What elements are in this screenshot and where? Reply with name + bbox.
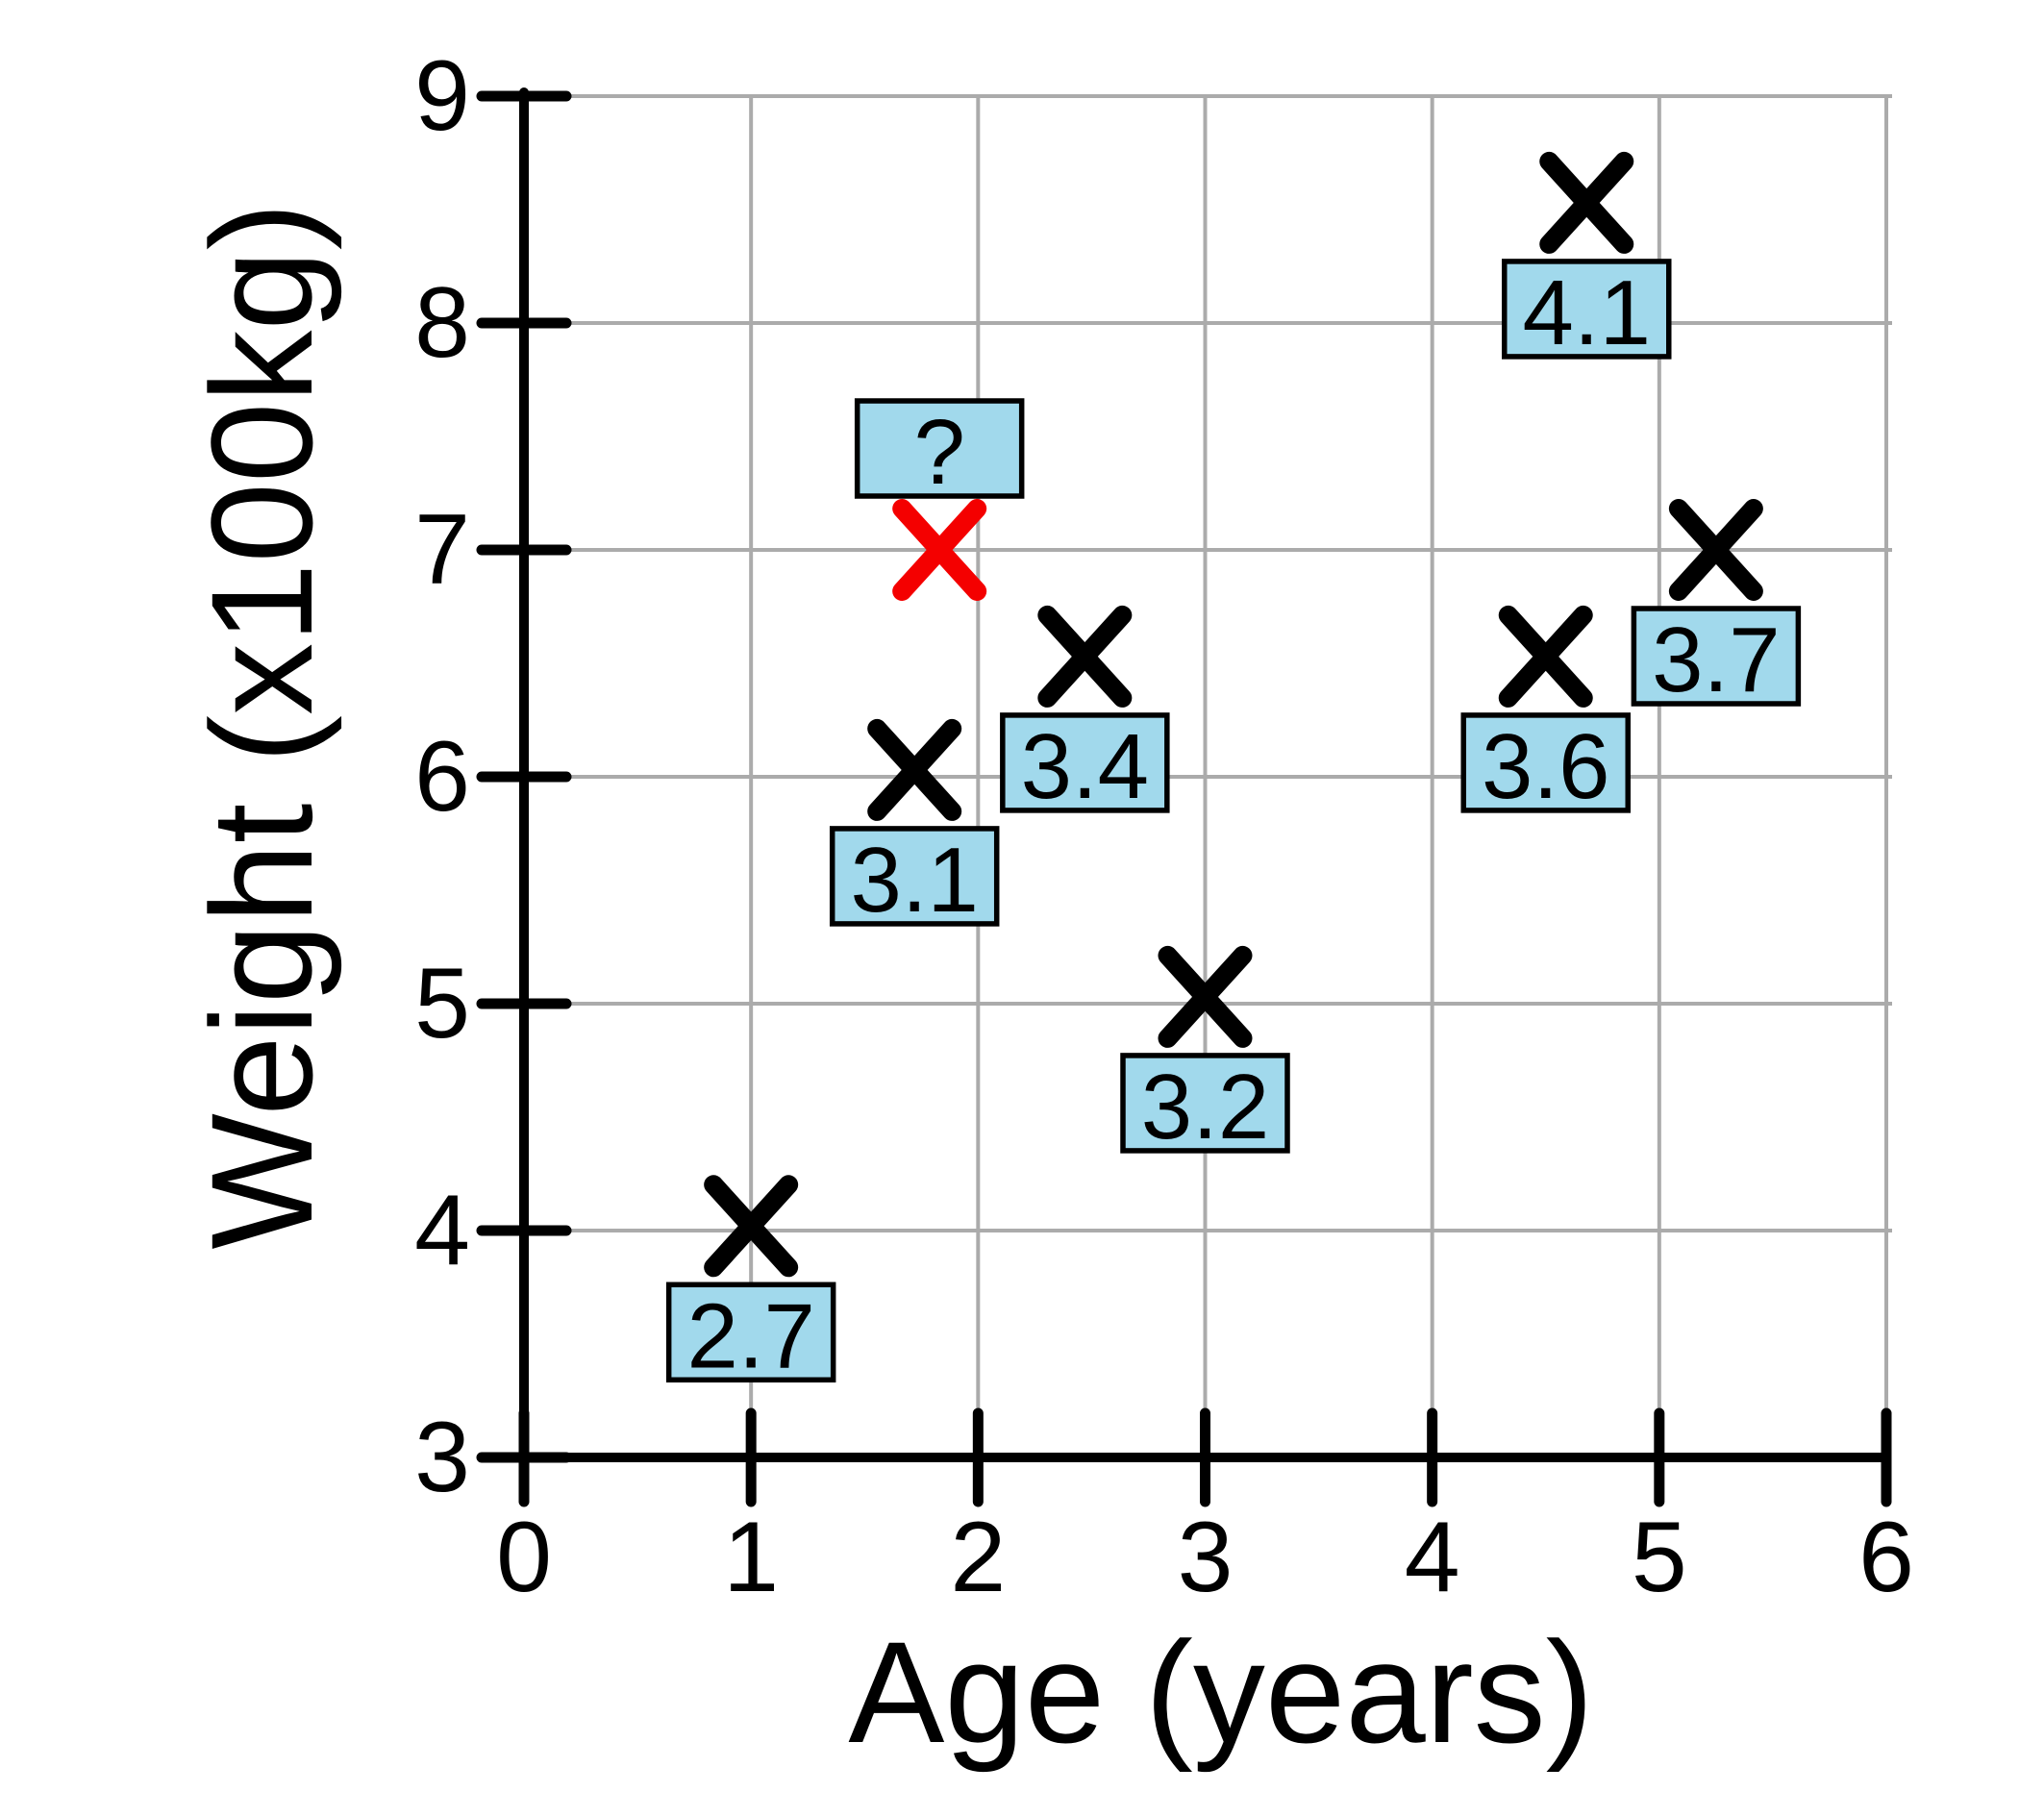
point-label-text: ?	[913, 401, 964, 504]
point-label-text: 3.1	[850, 829, 978, 932]
point-label-text: 2.7	[686, 1284, 814, 1387]
data-point-marker	[1158, 945, 1253, 1048]
point-label-box: 2.7	[665, 1282, 836, 1387]
point-label-box: 3.6	[1460, 712, 1631, 818]
x-tick-label: 3	[1178, 1502, 1234, 1613]
point-label-rect	[854, 398, 1025, 499]
data-point-marker	[704, 1175, 799, 1278]
point-label-rect	[1000, 712, 1170, 813]
point-label-box: 3.2	[1120, 1053, 1290, 1158]
data-point-marker	[867, 718, 962, 821]
point-label-rect	[665, 1282, 836, 1383]
x-tick-label: 4	[1405, 1502, 1460, 1613]
x-marker-stroke	[867, 718, 962, 821]
x-marker-stroke	[1158, 945, 1253, 1048]
point-label-text: 3.7	[1652, 609, 1780, 711]
x-marker-stroke	[1539, 151, 1634, 254]
data-point-marker	[1539, 151, 1634, 254]
point-label-text: 3.6	[1482, 715, 1609, 818]
x-tick-label: 1	[723, 1502, 779, 1613]
y-tick-label: 5	[414, 948, 470, 1059]
point-label-rect	[1460, 712, 1631, 813]
x-marker-stroke	[892, 499, 987, 601]
data-point-marker	[1498, 605, 1593, 708]
tick-labels: 0 1 2 3 4 5 6 3 4 5 6 7 8 9	[414, 40, 1914, 1613]
x-marker-stroke	[1037, 605, 1133, 708]
point-labels: 2.7 3.1? 3.4 3.2 3.6 4.1 3.7	[665, 259, 1802, 1387]
x-marker-stroke	[704, 1175, 799, 1278]
data-point-marker	[1668, 499, 1763, 601]
point-label-rect	[829, 826, 1000, 927]
y-tick-label: 8	[414, 267, 470, 379]
point-label-text: 3.2	[1141, 1056, 1269, 1158]
point-label-text: 4.1	[1523, 261, 1651, 364]
x-tick-label: 6	[1858, 1502, 1914, 1613]
x-axis-label: Age (years)	[848, 1611, 1593, 1773]
y-tick-label: 7	[414, 494, 470, 606]
y-axis-label: Weight (x100kg)	[181, 202, 342, 1249]
y-tick-label: 9	[414, 40, 470, 152]
x-tick-label: 5	[1632, 1502, 1687, 1613]
point-label-rect	[1502, 259, 1672, 360]
y-tick-label: 3	[414, 1402, 470, 1513]
gridlines	[524, 94, 1892, 1457]
point-label-rect	[1120, 1053, 1290, 1154]
point-label-box: 3.7	[1631, 606, 1802, 711]
data-points	[704, 151, 1763, 1278]
y-tick-label: 6	[414, 721, 470, 833]
ticks	[476, 90, 1892, 1507]
unknown-data-point-marker	[892, 499, 987, 601]
point-label-box: 3.1	[829, 826, 1000, 932]
point-label-rect	[1631, 606, 1802, 707]
point-label-box: 4.1	[1502, 259, 1672, 364]
x-tick-label: 2	[950, 1502, 1006, 1613]
x-marker-stroke	[1498, 605, 1593, 708]
x-marker-stroke	[1668, 499, 1763, 601]
x-tick-label: 0	[496, 1502, 552, 1613]
point-label-box: 3.4	[1000, 712, 1170, 818]
point-label-text: 3.4	[1021, 715, 1149, 818]
point-label-box: ?	[854, 398, 1025, 504]
data-point-marker	[1037, 605, 1133, 708]
y-tick-label: 4	[414, 1175, 470, 1286]
